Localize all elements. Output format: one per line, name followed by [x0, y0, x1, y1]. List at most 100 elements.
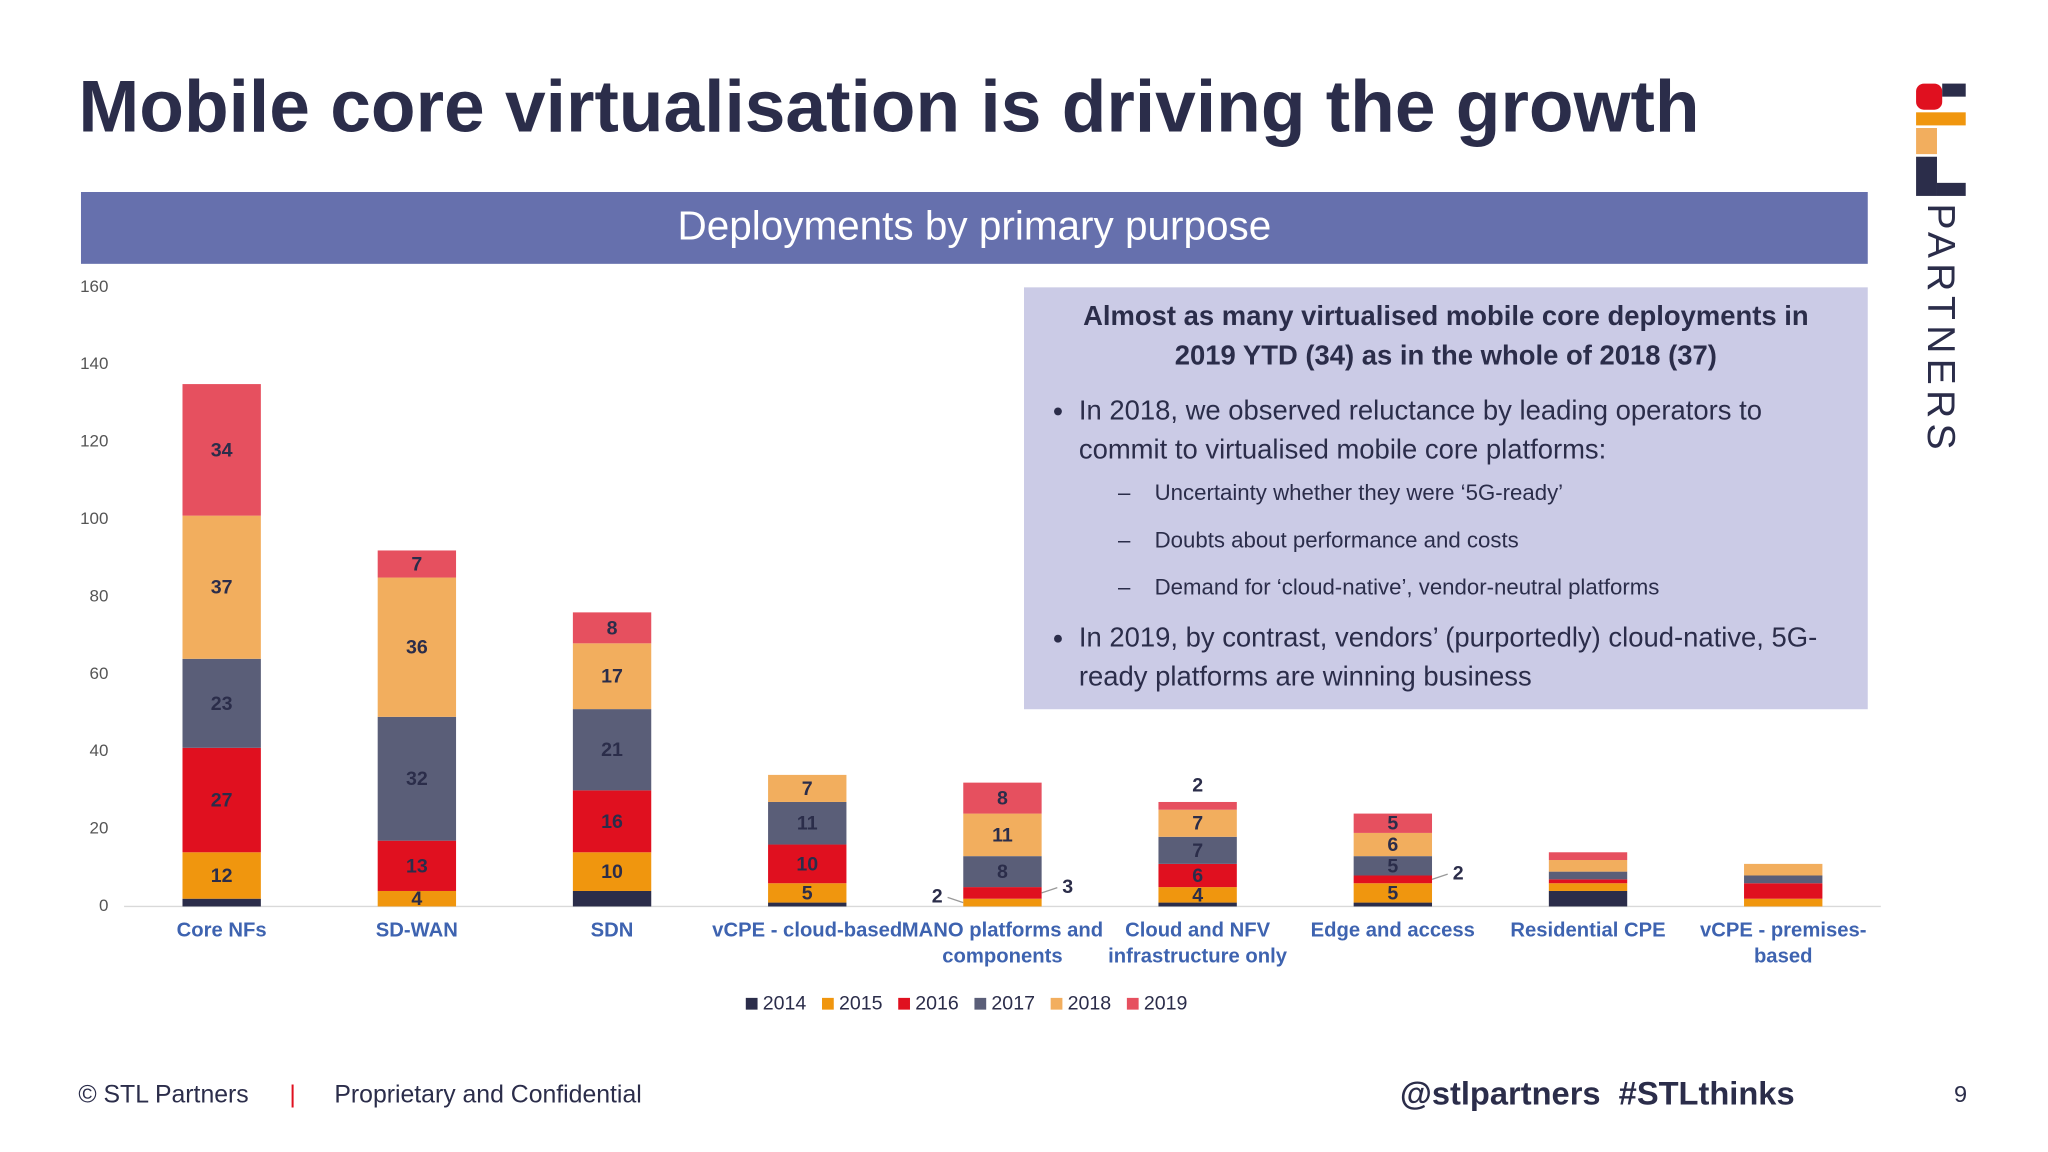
- y-tick-label: 120: [80, 432, 108, 451]
- data-label: 6: [1192, 865, 1203, 887]
- data-label: 2: [1192, 774, 1203, 796]
- x-tick-label-box: Core NFs: [176, 919, 267, 942]
- bar-segment: [1548, 871, 1628, 880]
- bar-segment: [182, 515, 261, 659]
- bar-segment: [768, 902, 847, 907]
- bar-segment: [768, 883, 847, 903]
- bullet: In 2018, we observed reluctance by leadi…: [1079, 392, 1844, 609]
- bullet-list: In 2018, we observed reluctance by leadi…: [1024, 392, 1868, 698]
- data-label: 23: [211, 693, 233, 715]
- bar-segment: [1158, 801, 1237, 810]
- data-label: 4: [411, 888, 422, 910]
- data-label: 12: [211, 865, 233, 887]
- bar-segment: [377, 890, 457, 907]
- bar-segment: [963, 887, 1042, 899]
- data-label: 27: [211, 790, 233, 812]
- data-label: 3: [1062, 876, 1073, 898]
- data-label: 8: [997, 861, 1008, 883]
- data-label: 11: [992, 824, 1013, 846]
- bullet: In 2019, by contrast, vendors’ (purporte…: [1079, 619, 1844, 697]
- data-label: 32: [406, 768, 428, 790]
- y-tick-label: 40: [90, 741, 109, 760]
- data-label: 7: [802, 778, 813, 800]
- data-label: 4: [1192, 884, 1203, 906]
- bar-segment: [963, 813, 1042, 857]
- x-tick-label-box: vCPE - cloud-based: [712, 920, 902, 942]
- y-tick-label: 160: [80, 277, 108, 296]
- chart-title-band: [80, 192, 1868, 264]
- data-label: 36: [406, 637, 428, 659]
- sub-bullet: Doubts about performance and costs: [1155, 520, 1821, 562]
- x-tick-label-box: Cloud and NFV infrastructure only: [1108, 919, 1288, 968]
- callout: Almost as many virtualised mobile core d…: [1024, 287, 1868, 709]
- legend-label: 2017: [991, 993, 1035, 1015]
- legend-swatch: [745, 997, 758, 1010]
- data-label: 13: [406, 855, 428, 877]
- chart-title: Deployments by primary purpose: [677, 202, 1271, 248]
- data-label: 5: [802, 882, 813, 904]
- bar-segment: [1548, 883, 1628, 891]
- bar-segment: [1158, 902, 1237, 907]
- data-label: 10: [796, 853, 818, 875]
- bar-segment: [1353, 813, 1433, 833]
- legend-label: 2019: [1144, 993, 1188, 1015]
- bar-segment: [1353, 856, 1433, 876]
- data-label: 8: [997, 788, 1008, 810]
- bar-segment: [572, 890, 652, 907]
- footer: © STL Partners | Proprietary and Confide…: [78, 1074, 1967, 1111]
- bar-segment: [1548, 860, 1628, 872]
- data-label: 2: [932, 886, 943, 908]
- data-label: 7: [1192, 840, 1203, 862]
- data-label: 10: [601, 861, 623, 883]
- bar-segment: [963, 856, 1042, 888]
- bar-segment: [1158, 836, 1237, 864]
- sub-bullet: Uncertainty whether they were ‘5G-ready’: [1155, 473, 1821, 515]
- data-label: 8: [607, 617, 618, 639]
- bar-segment: [768, 801, 847, 845]
- callout-text: Almost as many virtualised mobile core d…: [1024, 298, 1868, 698]
- bullet-text: In 2018, we observed reluctance by leadi…: [1078, 395, 1762, 465]
- x-tick-label: SDN: [590, 919, 634, 942]
- legend-label: 2018: [1068, 993, 1112, 1015]
- y-tick-label: 80: [90, 586, 109, 605]
- copyright: © STL Partners: [78, 1081, 248, 1108]
- bar-segment: [572, 709, 652, 791]
- y-tick-label: 60: [90, 664, 109, 683]
- bar-segment: [1158, 887, 1237, 903]
- x-tick-label: Residential CPE: [1510, 919, 1666, 942]
- slide-title: Mobile core virtualisation is driving th…: [78, 67, 1699, 148]
- bar-segment: [1353, 902, 1433, 907]
- x-tick-label-box: MANO platforms and components: [901, 919, 1104, 968]
- legend-label: 2014: [763, 993, 807, 1015]
- bar-segment: [377, 716, 457, 841]
- data-label: 21: [601, 739, 623, 761]
- x-tick-label: Core NFs: [176, 919, 267, 942]
- data-label: 5: [1387, 813, 1398, 835]
- legend-swatch: [1050, 997, 1063, 1010]
- legend-swatch: [822, 997, 834, 1010]
- bar-segment: [768, 774, 847, 802]
- bar-segment: [1158, 863, 1237, 888]
- legend-label: 2016: [915, 993, 959, 1015]
- x-tick-label: SD-WAN: [375, 919, 458, 942]
- x-tick-label-box: vCPE - premises-based: [1699, 919, 1867, 968]
- x-tick-label: Cloud and NFV infrastructure only: [1108, 919, 1288, 968]
- y-tick-label: 20: [90, 819, 109, 838]
- bar-segment: [377, 550, 457, 578]
- bar-segment: [572, 790, 652, 853]
- x-tick-label: Edge and access: [1310, 919, 1475, 942]
- callout-heading: Almost as many virtualised mobile core d…: [1083, 301, 1809, 371]
- bar-segment: [963, 782, 1042, 814]
- confidential: Proprietary and Confidential: [334, 1081, 641, 1108]
- x-tick-label: vCPE - premises-based: [1699, 919, 1867, 968]
- data-label: 7: [411, 553, 422, 575]
- data-label: 16: [601, 811, 623, 833]
- y-tick-label: 140: [80, 354, 108, 373]
- legend-swatch: [1126, 997, 1139, 1010]
- x-tick-label: MANO platforms and components: [901, 919, 1104, 968]
- separator: |: [289, 1081, 295, 1108]
- bar-segment: [1744, 863, 1823, 876]
- data-label: 5: [1387, 882, 1398, 904]
